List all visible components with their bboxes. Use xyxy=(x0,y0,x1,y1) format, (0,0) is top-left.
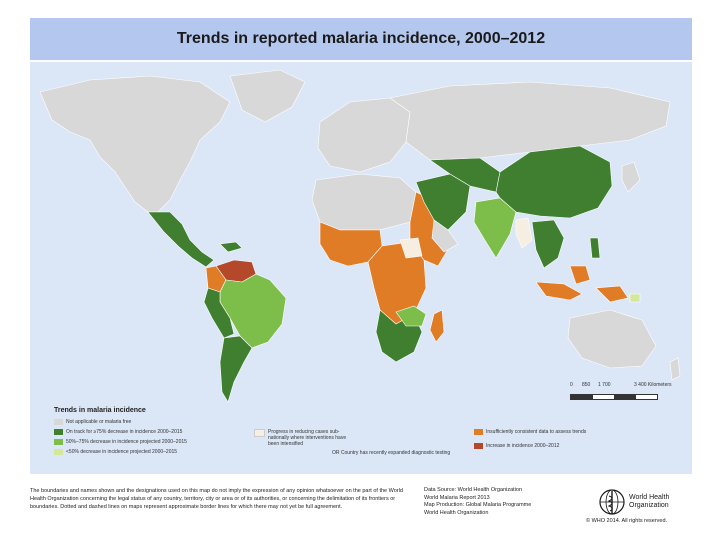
legend-swatch xyxy=(54,439,63,445)
region-caribbean xyxy=(219,241,243,253)
region-mexico-central-america xyxy=(147,211,215,268)
legend-label: OR Country has recently expanded diagnos… xyxy=(332,450,451,456)
region-india xyxy=(473,197,517,259)
who-name-line-1: World Health xyxy=(629,494,670,501)
legend-label: Insufficiently consistent data to assess… xyxy=(486,429,587,435)
legend-label: Increase in incidence 2000–2012 xyxy=(486,443,560,449)
region-brazil xyxy=(219,273,287,349)
region-russia xyxy=(389,81,671,161)
region-southeast-asia xyxy=(531,219,565,269)
scale-label-0: 0 xyxy=(570,382,573,388)
region-madagascar xyxy=(429,309,445,343)
region-china xyxy=(495,145,613,219)
title-bar: Trends in reported malaria incidence, 20… xyxy=(30,18,692,60)
region-greenland xyxy=(229,69,306,123)
region-myanmar xyxy=(515,217,533,249)
region-north-america xyxy=(39,75,231,213)
region-europe xyxy=(317,97,411,173)
region-north-africa xyxy=(311,173,417,231)
region-peru-bolivia xyxy=(203,287,235,339)
report-name: World Malaria Report 2013 xyxy=(424,494,490,501)
region-japan xyxy=(621,161,641,193)
scale-label-3400: 3 400 Kilometers xyxy=(634,382,672,388)
copyright: © WHO 2014. All rights reserved. xyxy=(586,518,668,524)
who-emblem-icon xyxy=(599,489,625,515)
region-borneo xyxy=(569,265,591,285)
legend-item-not-applicable: Not applicable or malaria free xyxy=(54,419,254,425)
source-info: Data Source: World Health Organization W… xyxy=(424,487,594,517)
legend-label: 50%–75% decrease in incidence projected … xyxy=(66,439,187,445)
org-name: World Health Organization xyxy=(424,509,489,516)
legend: Trends in malaria incidence Not applicab… xyxy=(54,407,692,472)
map-title: Trends in reported malaria incidence, 20… xyxy=(176,30,546,47)
legend-label: Not applicable or malaria free xyxy=(66,419,132,425)
legend-swatch xyxy=(54,419,63,425)
region-southern-cone xyxy=(219,335,253,403)
legend-title: Trends in malaria incidence xyxy=(54,407,146,414)
region-australia xyxy=(567,309,657,369)
legend-item-50-75: 50%–75% decrease in incidence projected … xyxy=(54,439,254,445)
world-map xyxy=(39,69,681,403)
scale-bar: 0 850 1 700 3 400 Kilometers xyxy=(570,382,690,400)
region-indonesia xyxy=(535,281,583,301)
scale-label-850: 850 xyxy=(582,382,591,388)
map-production: Map Production: Global Malaria Programme xyxy=(424,502,532,508)
region-arabia xyxy=(431,219,459,253)
legend-swatch xyxy=(54,449,63,455)
scale-label-1700: 1 700 xyxy=(598,382,611,388)
who-logo: World Health Organization xyxy=(598,485,694,519)
legend-label: On track for ≥75% decrease in incidence … xyxy=(66,429,183,435)
region-sahel-progress xyxy=(399,237,423,259)
region-central-africa xyxy=(367,241,427,325)
legend-item-on-track: On track for ≥75% decrease in incidence … xyxy=(54,429,254,435)
legend-item-expanded-testing: OR Country has recently expanded diagnos… xyxy=(332,450,502,456)
legend-swatch xyxy=(54,429,63,435)
data-source: Data Source: World Health Organization xyxy=(424,487,523,493)
disclaimer: The boundaries and names shown and the d… xyxy=(30,488,403,510)
legend-item-increase: Increase in incidence 2000–2012 xyxy=(474,443,674,449)
legend-label: <50% decrease in incidence projected 200… xyxy=(66,449,178,455)
region-solomon xyxy=(629,293,641,303)
legend-swatch xyxy=(474,429,483,435)
region-papua xyxy=(595,285,629,303)
region-zambia xyxy=(395,305,427,327)
region-philippines xyxy=(589,237,601,259)
legend-label: Progress in reducing cases sub-nationall… xyxy=(268,429,347,447)
legend-swatch xyxy=(254,429,265,437)
who-name-line-2: Organization xyxy=(629,502,669,509)
legend-item-under-50: <50% decrease in incidence projected 200… xyxy=(54,449,254,455)
map-panel: 0 850 1 700 3 400 Kilometers Trends in m… xyxy=(30,62,692,474)
legend-item-progress: Progress in reducing cases sub-nationall… xyxy=(254,429,354,447)
legend-swatch xyxy=(474,443,483,449)
region-new-zealand xyxy=(669,357,681,381)
legend-item-insufficient: Insufficiently consistent data to assess… xyxy=(474,429,674,435)
